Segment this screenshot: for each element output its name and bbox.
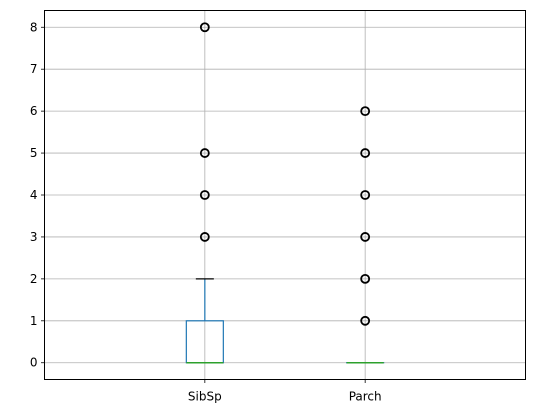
outlier-point bbox=[360, 190, 371, 200]
y-tick-label: 5 bbox=[30, 146, 38, 160]
x-tick-label: SibSp bbox=[188, 390, 222, 404]
tick-marks bbox=[41, 26, 366, 383]
y-tick-label: 8 bbox=[30, 20, 38, 34]
box-group-parch bbox=[346, 106, 385, 364]
x-tick-label: Parch bbox=[349, 390, 382, 404]
y-tick-label: 6 bbox=[30, 104, 38, 118]
box-series bbox=[185, 22, 385, 364]
outlier-point bbox=[360, 148, 371, 158]
outlier-point bbox=[199, 232, 210, 242]
outlier-point bbox=[360, 106, 371, 117]
outlier-point bbox=[199, 148, 210, 158]
outlier-point bbox=[360, 315, 371, 326]
outlier-point bbox=[360, 232, 371, 242]
y-tick-label: 2 bbox=[30, 272, 38, 286]
outlier-point bbox=[199, 190, 210, 200]
outlier-point bbox=[199, 22, 210, 33]
y-tick-label: 4 bbox=[30, 188, 38, 202]
y-tick-label: 0 bbox=[30, 356, 38, 370]
tick-labels: 0 1 2 3 4 5 6 7 8 SibSp Parch bbox=[30, 20, 382, 403]
outlier-point bbox=[360, 273, 371, 284]
box-group-sibsp bbox=[185, 22, 224, 364]
y-tick-label: 7 bbox=[30, 62, 38, 76]
grid-lines bbox=[44, 10, 526, 380]
y-tick-label: 3 bbox=[30, 230, 38, 244]
y-tick-label: 1 bbox=[30, 314, 38, 328]
